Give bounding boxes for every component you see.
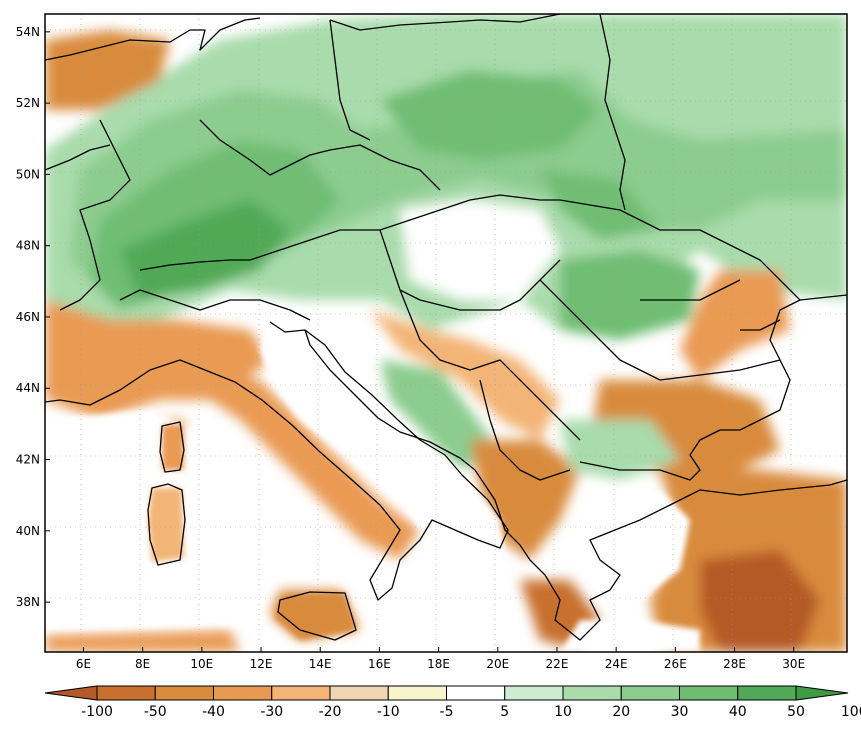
lat-tick-label: 46N <box>16 310 40 324</box>
colorbar-label: -50 <box>144 704 167 720</box>
lat-tick-label: 52N <box>16 96 40 110</box>
colorbar-segment <box>795 685 849 701</box>
colorbar-label: 5 <box>500 704 509 720</box>
lat-tick-label: 42N <box>16 453 40 467</box>
anomaly-field <box>45 14 847 652</box>
lon-tick-label: 18E <box>427 657 450 671</box>
lon-tick-label: 24E <box>605 657 628 671</box>
lon-tick-label: 30E <box>782 657 805 671</box>
lon-tick-label: 14E <box>309 657 332 671</box>
lat-tick-label: 38N <box>16 595 40 609</box>
colorbar-label: 40 <box>729 704 747 720</box>
colorbar-label: -10 <box>377 704 400 720</box>
colorbar-segment <box>154 685 214 701</box>
lat-tick-label: 50N <box>16 167 40 181</box>
latitude-tick-labels: 54N 52N 50N 48N 46N 44N 42N 40N 38N <box>16 25 50 609</box>
colorbar-segment <box>446 685 506 701</box>
colorbar-segment <box>44 685 98 701</box>
colorbar-label: 100 <box>841 704 861 720</box>
colorbar: -100 -50 -40 -30 -20 -10 -5 5 10 20 30 40 50 100 <box>44 685 861 720</box>
lon-tick-label: 8E <box>135 657 150 671</box>
lat-tick-label: 54N <box>16 25 40 39</box>
lon-tick-label: 28E <box>723 657 746 671</box>
lon-tick-label: 10E <box>190 657 213 671</box>
colorbar-label: 30 <box>671 704 689 720</box>
colorbar-segment <box>620 685 680 701</box>
coastlines-borders <box>45 14 847 641</box>
colorbar-segment <box>679 685 739 701</box>
colorbar-segment <box>504 685 564 701</box>
colorbar-segment <box>737 685 797 701</box>
longitude-tick-labels: 6E 8E 10E 12E 14E 16E 18E 20E 22E 24E 26E 28E 30E <box>76 647 805 671</box>
colorbar-segment <box>271 685 331 701</box>
colorbar-segment <box>387 685 447 701</box>
colorbar-label: -20 <box>319 704 342 720</box>
lon-tick-label: 12E <box>250 657 273 671</box>
lon-tick-label: 6E <box>76 657 91 671</box>
colorbar-label: 20 <box>612 704 630 720</box>
lon-tick-label: 26E <box>664 657 687 671</box>
colorbar-label: -5 <box>440 704 454 720</box>
colorbar-segment <box>213 685 273 701</box>
lon-tick-label: 16E <box>368 657 391 671</box>
colorbar-segment <box>96 685 156 701</box>
colorbar-segment <box>329 685 389 701</box>
lon-tick-label: 20E <box>486 657 509 671</box>
lat-tick-label: 40N <box>16 524 40 538</box>
lat-tick-label: 48N <box>16 239 40 253</box>
colorbar-segment <box>562 685 622 701</box>
colorbar-label: -30 <box>260 704 283 720</box>
lat-tick-label: 44N <box>16 381 40 395</box>
colorbar-label: -40 <box>202 704 225 720</box>
colorbar-label: 10 <box>554 704 572 720</box>
colorbar-label: 50 <box>787 704 805 720</box>
colorbar-label: -100 <box>81 704 113 720</box>
lon-tick-label: 22E <box>546 657 569 671</box>
